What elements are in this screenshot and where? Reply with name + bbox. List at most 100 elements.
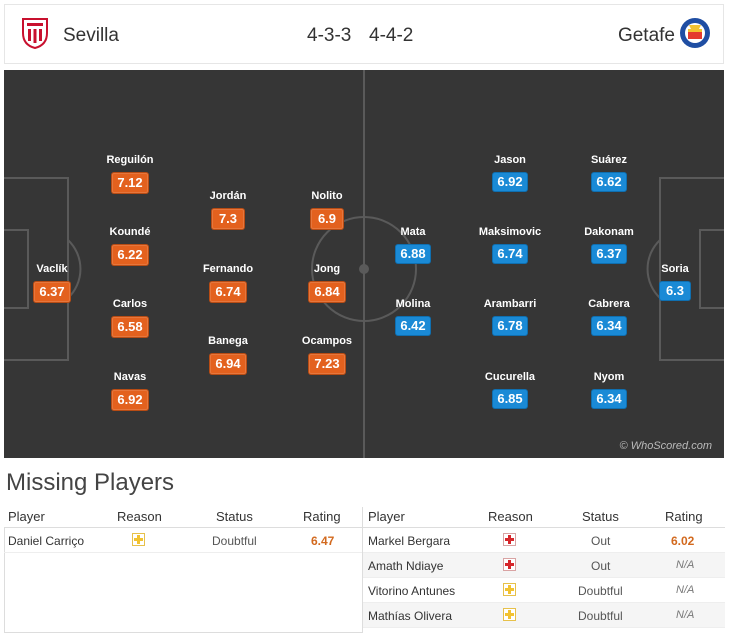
sevilla-crest-icon bbox=[22, 18, 48, 49]
missing-status: Doubtful bbox=[212, 534, 257, 548]
player-rating: 7.12 bbox=[112, 173, 148, 193]
table-row[interactable]: Mathías Olivera Doubtful N/A bbox=[363, 603, 725, 628]
player-dakonam[interactable]: Dakonam 6.37 bbox=[574, 226, 644, 263]
player-rating: 6.74 bbox=[493, 245, 527, 263]
table-header: Player Reason Status Rating bbox=[4, 507, 362, 528]
player-name: Navas bbox=[113, 371, 147, 383]
player-name: Carlos bbox=[112, 298, 148, 310]
player-nolito[interactable]: Nolito 6.9 bbox=[292, 190, 362, 229]
player-suarez[interactable]: Suárez 6.62 bbox=[574, 154, 644, 191]
player-rating: 6.88 bbox=[396, 245, 430, 263]
col-player: Player bbox=[368, 509, 405, 524]
table-row[interactable]: Daniel Carriço Doubtful 6.47 bbox=[4, 528, 362, 553]
player-mata[interactable]: Mata 6.88 bbox=[378, 226, 448, 263]
player-name: Arambarri bbox=[483, 298, 537, 310]
missing-status: Doubtful bbox=[578, 609, 623, 623]
home-team-name[interactable]: Sevilla bbox=[63, 25, 119, 46]
match-header: Sevilla 4-3-3 4-4-2 Getafe bbox=[4, 4, 724, 64]
player-maksimovic[interactable]: Maksimovic 6.74 bbox=[475, 226, 545, 263]
missing-rating: N/A bbox=[676, 609, 695, 621]
player-fernando[interactable]: Fernando 6.74 bbox=[193, 263, 263, 302]
player-name: Reguilón bbox=[106, 154, 154, 166]
player-reguilon[interactable]: Reguilón 7.12 bbox=[95, 154, 165, 193]
player-soria[interactable]: Soria 6.3 bbox=[640, 263, 710, 300]
player-rating: 6.22 bbox=[112, 245, 148, 265]
missing-rating: N/A bbox=[676, 559, 695, 571]
player-name: Nolito bbox=[311, 190, 343, 202]
missing-player-name[interactable]: Daniel Carriço bbox=[8, 534, 85, 548]
table-row[interactable]: Vitorino Antunes Doubtful N/A bbox=[363, 578, 725, 603]
col-status: Status bbox=[216, 509, 253, 524]
player-name: Jason bbox=[494, 154, 526, 166]
player-kounde[interactable]: Koundé 6.22 bbox=[95, 226, 165, 265]
missing-status: Out bbox=[591, 559, 611, 573]
player-vaclik[interactable]: Vaclík 6.37 bbox=[17, 263, 87, 302]
missing-player-name[interactable]: Amath Ndiaye bbox=[368, 559, 444, 573]
away-formation: 4-4-2 bbox=[369, 25, 414, 46]
missing-players-title: Missing Players bbox=[6, 469, 175, 496]
player-nyom[interactable]: Nyom 6.34 bbox=[574, 371, 644, 408]
missing-player-name[interactable]: Vitorino Antunes bbox=[368, 584, 456, 598]
player-name: Cabrera bbox=[588, 298, 630, 310]
player-jordan[interactable]: Jordán 7.3 bbox=[193, 190, 263, 229]
getafe-crest-icon bbox=[680, 18, 710, 48]
player-rating: 6.37 bbox=[592, 245, 626, 263]
player-name: Vaclík bbox=[36, 263, 68, 275]
player-name: Soria bbox=[661, 263, 689, 275]
doubtful-icon bbox=[503, 583, 516, 596]
player-rating: 6.84 bbox=[309, 282, 345, 302]
player-navas[interactable]: Navas 6.92 bbox=[95, 371, 165, 410]
player-name: Banega bbox=[208, 335, 248, 347]
player-cucurella[interactable]: Cucurella 6.85 bbox=[475, 371, 545, 408]
home-formation: 4-3-3 bbox=[307, 25, 352, 46]
table-row[interactable]: Amath Ndiaye Out N/A bbox=[363, 553, 725, 578]
home-missing-table: Player Reason Status Rating Daniel Carri… bbox=[4, 507, 362, 553]
col-rating: Rating bbox=[665, 509, 703, 524]
missing-status: Out bbox=[591, 534, 611, 548]
player-name: Cucurella bbox=[484, 371, 536, 383]
whoscored-credit[interactable]: © WhoScored.com bbox=[619, 440, 712, 452]
away-team-name[interactable]: Getafe bbox=[617, 25, 675, 46]
player-jason[interactable]: Jason 6.92 bbox=[475, 154, 545, 191]
table-row[interactable]: Markel Bergara Out 6.02 bbox=[363, 528, 725, 553]
player-rating: 6.62 bbox=[592, 173, 626, 191]
missing-player-name[interactable]: Mathías Olivera bbox=[368, 609, 453, 623]
player-rating: 6.34 bbox=[592, 317, 626, 335]
missing-rating: N/A bbox=[676, 584, 695, 596]
player-name: Suárez bbox=[590, 154, 628, 166]
pitch: Reguilón 7.12 Koundé 6.22 Carlos 6.58 Na… bbox=[4, 70, 724, 458]
player-rating: 6.92 bbox=[112, 390, 148, 410]
player-cabrera[interactable]: Cabrera 6.34 bbox=[574, 298, 644, 335]
player-rating: 6.42 bbox=[396, 317, 430, 335]
player-molina[interactable]: Molina 6.42 bbox=[378, 298, 448, 335]
player-rating: 6.94 bbox=[210, 354, 246, 374]
missing-player-name[interactable]: Markel Bergara bbox=[368, 534, 451, 548]
col-reason: Reason bbox=[488, 509, 533, 524]
player-ocampos[interactable]: Ocampos 7.23 bbox=[292, 335, 362, 374]
player-jong[interactable]: Jong 6.84 bbox=[292, 263, 362, 302]
player-name: Fernando bbox=[202, 263, 254, 275]
player-name: Ocampos bbox=[301, 335, 353, 347]
player-name: Nyom bbox=[593, 371, 625, 383]
col-status: Status bbox=[582, 509, 619, 524]
injury-icon bbox=[503, 533, 516, 546]
player-rating: 6.34 bbox=[592, 390, 626, 408]
player-arambarri[interactable]: Arambarri 6.78 bbox=[475, 298, 545, 335]
away-missing-table: Player Reason Status Rating Markel Berga… bbox=[363, 507, 725, 628]
col-player: Player bbox=[8, 509, 45, 524]
player-banega[interactable]: Banega 6.94 bbox=[193, 335, 263, 374]
doubtful-icon bbox=[503, 608, 516, 621]
player-name: Mata bbox=[400, 226, 426, 238]
player-carlos[interactable]: Carlos 6.58 bbox=[95, 298, 165, 337]
col-reason: Reason bbox=[117, 509, 162, 524]
player-name: Jong bbox=[313, 263, 341, 275]
table-divider bbox=[362, 507, 363, 632]
missing-status: Doubtful bbox=[578, 584, 623, 598]
player-rating: 6.9 bbox=[311, 209, 343, 229]
player-name: Jordán bbox=[209, 190, 247, 202]
player-rating: 6.92 bbox=[493, 173, 527, 191]
player-rating: 7.23 bbox=[309, 354, 345, 374]
player-name: Dakonam bbox=[584, 226, 634, 238]
doubtful-icon bbox=[132, 533, 145, 546]
missing-rating: 6.02 bbox=[671, 534, 695, 548]
